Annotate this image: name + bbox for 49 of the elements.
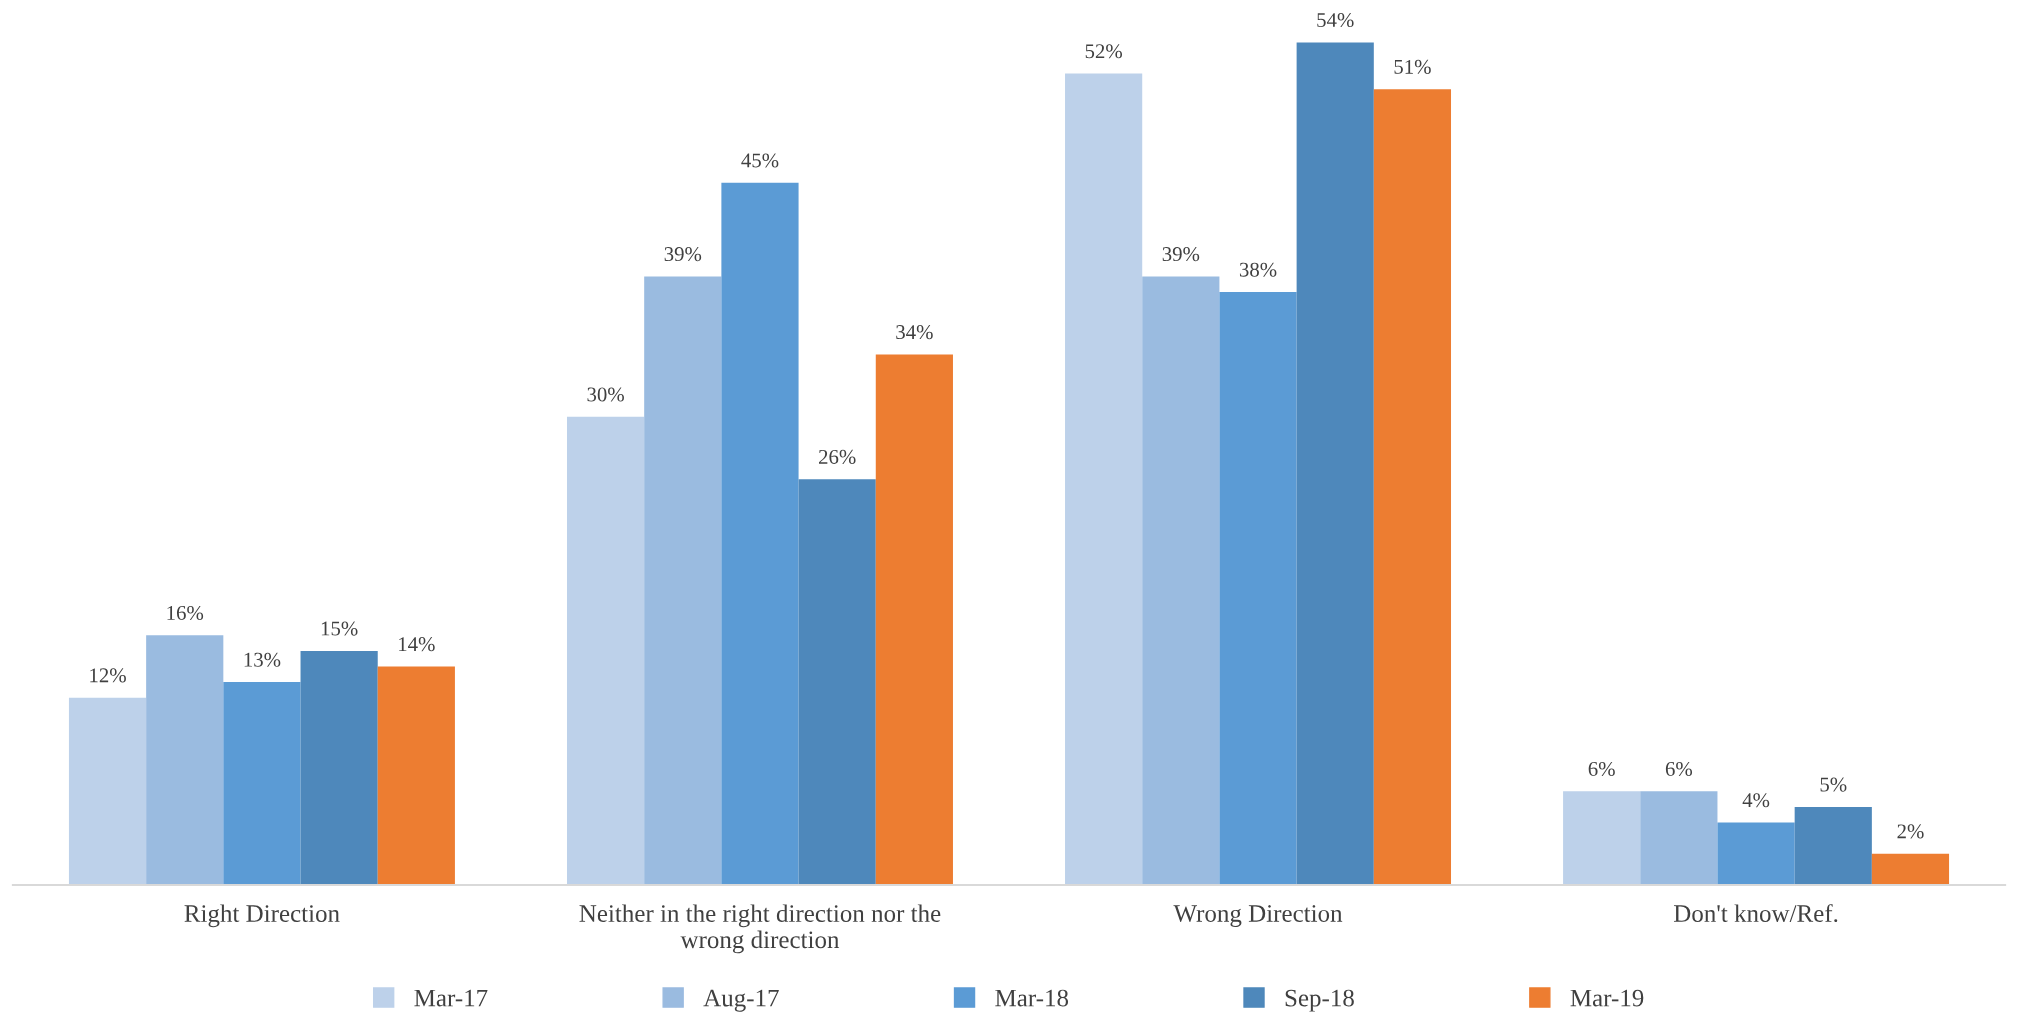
bar	[1563, 791, 1641, 885]
data-label: 39%	[664, 247, 702, 262]
bar	[1373, 89, 1452, 885]
data-label: 38%	[1239, 262, 1277, 277]
bar	[1296, 42, 1374, 885]
data-label: 26%	[819, 449, 856, 464]
legend-label: Aug-17	[703, 989, 779, 1012]
data-label: 2%	[1897, 824, 1924, 839]
bar	[377, 666, 455, 885]
data-label: 6%	[1665, 761, 1693, 777]
data-label: 15%	[321, 621, 358, 636]
data-label: 51%	[1394, 59, 1431, 74]
data-label: 30%	[587, 387, 624, 402]
bar	[721, 182, 799, 885]
bar	[300, 650, 378, 885]
data-label: 52%	[1085, 44, 1123, 59]
bar	[798, 479, 876, 885]
bar	[566, 416, 645, 885]
x-tick-label: Neither in the right direction nor the wrong direction	[579, 904, 941, 954]
legend-label: Mar-17	[414, 989, 488, 1007]
bar	[146, 635, 224, 885]
bar	[223, 682, 301, 885]
data-label: 34%	[896, 325, 933, 340]
bar	[1794, 806, 1872, 885]
data-label: 5%	[1820, 777, 1847, 792]
data-label: 4%	[1742, 793, 1770, 808]
bar	[68, 697, 147, 885]
bar	[1871, 853, 1950, 885]
data-label: 54%	[1317, 12, 1354, 28]
data-label: 12%	[90, 668, 126, 683]
bar	[1219, 292, 1297, 885]
x-tick-label: Wrong Direction	[1173, 905, 1343, 928]
legend-label: Sep-18	[1285, 989, 1354, 1012]
legend-label: Mar-19	[1570, 989, 1644, 1007]
data-label: 45%	[741, 153, 779, 168]
bar	[1717, 822, 1795, 885]
bar	[644, 276, 722, 885]
x-tick-label: Right Direction	[184, 904, 340, 928]
data-label: 6%	[1588, 761, 1615, 777]
bar	[1640, 791, 1718, 885]
bar	[1142, 276, 1220, 885]
legend-label: Mar-18	[995, 989, 1069, 1007]
bar	[1065, 73, 1143, 885]
data-label: 13%	[244, 652, 281, 667]
data-label: 14%	[399, 637, 435, 652]
data-label: 39%	[1162, 247, 1200, 262]
x-tick-label: Don't know/Ref.	[1673, 904, 1838, 923]
data-label: 16%	[167, 605, 204, 621]
bar	[875, 354, 953, 885]
